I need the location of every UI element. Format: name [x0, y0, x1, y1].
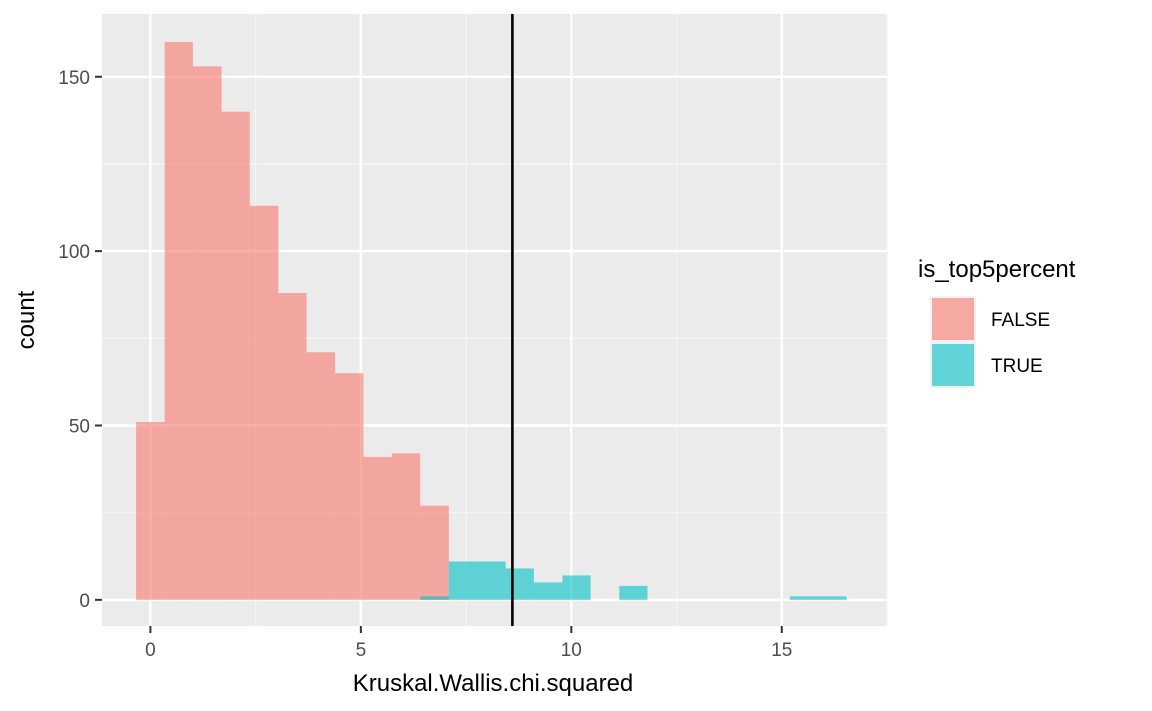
bar-false [306, 352, 336, 600]
legend-swatch-false [932, 298, 974, 340]
y-axis-title: count [13, 290, 40, 349]
y-axis: 0 50 100 150 [58, 68, 102, 612]
bar-false [136, 422, 165, 600]
bar-true [448, 561, 478, 600]
legend: is_top5percent FALSE TRUE [918, 256, 1076, 388]
y-tick-label: 50 [69, 416, 90, 437]
bar-false [420, 505, 449, 600]
bar-true [533, 582, 563, 600]
bar-false [221, 111, 250, 600]
bar-true [505, 568, 534, 600]
x-tick-label: 5 [356, 640, 367, 661]
x-axis: 0 5 10 15 [145, 626, 792, 661]
y-tick-label: 150 [58, 68, 90, 89]
bar-false [392, 453, 421, 600]
y-tick-label: 100 [58, 242, 90, 263]
bar-true [789, 596, 818, 600]
bar-false [164, 41, 193, 600]
legend-label-false: FALSE [991, 310, 1050, 331]
x-tick-label: 15 [771, 640, 792, 661]
legend-items: FALSE TRUE [930, 296, 1050, 388]
legend-swatch-true [932, 344, 974, 386]
histogram-bars [136, 41, 847, 600]
bar-true [562, 575, 591, 600]
bar-false [278, 292, 307, 600]
x-axis-title: Kruskal.Wallis.chi.squared [353, 670, 634, 697]
x-tick-label: 10 [561, 640, 582, 661]
bar-false [335, 373, 364, 600]
bar-false [249, 205, 279, 600]
bar-true [817, 596, 847, 600]
bar-true [420, 596, 449, 600]
bar-true [477, 561, 506, 600]
legend-label-true: TRUE [991, 356, 1043, 377]
y-tick-label: 0 [79, 591, 90, 612]
legend-title: is_top5percent [918, 256, 1076, 283]
bar-true [619, 585, 648, 600]
major-gridlines [102, 14, 887, 626]
x-tick-label: 0 [145, 640, 156, 661]
minor-gridlines [102, 14, 888, 626]
bar-false [363, 456, 393, 600]
bar-false [192, 66, 222, 600]
